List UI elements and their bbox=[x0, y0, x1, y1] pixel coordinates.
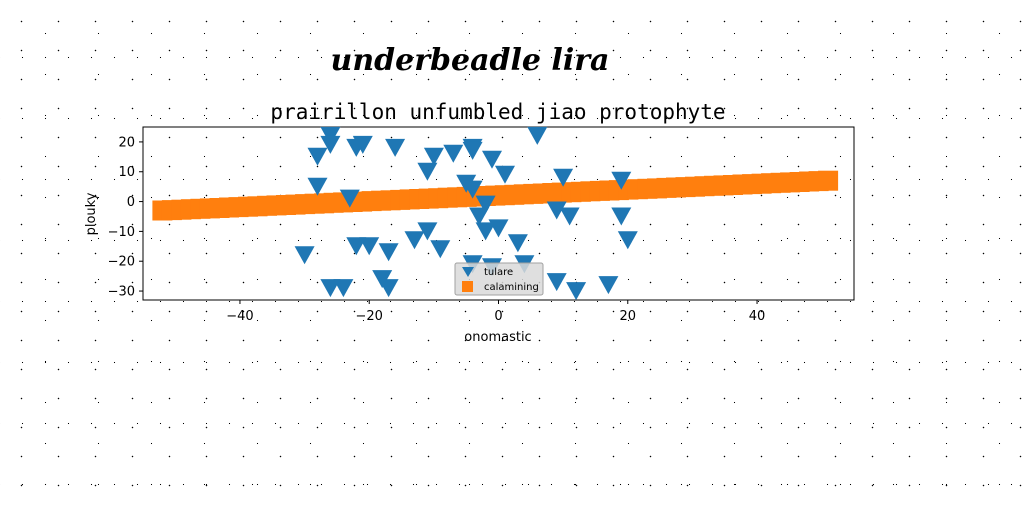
plot-area: −40 −20 0 20 40 20 10 0 −10 −20 −30 bbox=[108, 126, 855, 324]
tulare-point bbox=[475, 222, 496, 241]
legend-label-calamining: calamining bbox=[484, 282, 539, 293]
legend-label-tulare: tulare bbox=[484, 267, 513, 278]
tulare-point bbox=[378, 279, 399, 298]
tulare-point bbox=[488, 219, 509, 238]
tulare-point bbox=[507, 234, 528, 253]
tulare-point bbox=[566, 282, 587, 301]
legend-box bbox=[454, 262, 544, 296]
figure-suptitle: underbeadle lira bbox=[331, 43, 610, 78]
tulare-point bbox=[462, 180, 483, 199]
tulare-point bbox=[430, 240, 451, 259]
tulare-point bbox=[475, 195, 496, 214]
x-axis: −40 −20 0 20 40 bbox=[226, 300, 765, 324]
tulare-point bbox=[617, 231, 638, 250]
tulare-point bbox=[307, 147, 328, 166]
y-axis-label: plouky bbox=[84, 192, 99, 235]
tulare-point bbox=[346, 138, 367, 157]
x-tick-label: 0 bbox=[494, 309, 502, 324]
tulare-point bbox=[417, 162, 438, 181]
y-axis: 20 10 0 −10 −20 −30 bbox=[108, 135, 143, 300]
y-tick-label: 10 bbox=[118, 165, 135, 180]
x-tick-label: −40 bbox=[226, 309, 253, 324]
tulare-point bbox=[417, 222, 438, 241]
legend-marker-tulare bbox=[462, 267, 474, 277]
y-tick-label: −30 bbox=[108, 285, 135, 300]
x-tick-label: 40 bbox=[749, 309, 766, 324]
tulare-point bbox=[307, 177, 328, 196]
tulare-point bbox=[553, 168, 574, 187]
tulare-point bbox=[359, 237, 380, 256]
tulare-point bbox=[546, 201, 567, 220]
tulare-point bbox=[611, 171, 632, 190]
legend: tulare calamining bbox=[454, 262, 544, 296]
calamining-marker bbox=[818, 170, 839, 191]
tulare-point bbox=[462, 141, 483, 160]
tulare-point bbox=[611, 207, 632, 226]
chart-title: prairillon unfumbled jiao protophyte bbox=[270, 100, 725, 124]
y-tick-label: −20 bbox=[108, 255, 135, 270]
legend-marker-calamining bbox=[462, 281, 473, 292]
tulare-point bbox=[546, 273, 567, 292]
x-tick-label: −20 bbox=[356, 309, 383, 324]
tulare-point bbox=[598, 276, 619, 295]
tulare-point bbox=[559, 207, 580, 226]
tulare-point bbox=[443, 144, 464, 163]
tulare-point bbox=[320, 279, 341, 298]
y-tick-label: 20 bbox=[118, 135, 135, 150]
tulare-point bbox=[482, 150, 502, 169]
tulare-point bbox=[423, 147, 444, 166]
tulare-point bbox=[385, 138, 406, 157]
tulare-point bbox=[469, 207, 490, 226]
tulare-point bbox=[333, 279, 354, 298]
tulare-point bbox=[339, 189, 360, 208]
tulare-point bbox=[346, 237, 367, 256]
tulare-point bbox=[294, 246, 315, 265]
x-axis-label: onomastic bbox=[464, 330, 531, 345]
tulare-point bbox=[320, 135, 341, 154]
series-tulare bbox=[294, 126, 638, 301]
tulare-point bbox=[495, 165, 515, 184]
tulare-point bbox=[404, 231, 425, 250]
x-tick-label: 20 bbox=[619, 309, 636, 324]
tulare-point bbox=[378, 243, 399, 262]
tulare-point bbox=[527, 126, 548, 145]
y-tick-label: −10 bbox=[108, 225, 135, 240]
y-tick-label: 0 bbox=[127, 195, 135, 210]
